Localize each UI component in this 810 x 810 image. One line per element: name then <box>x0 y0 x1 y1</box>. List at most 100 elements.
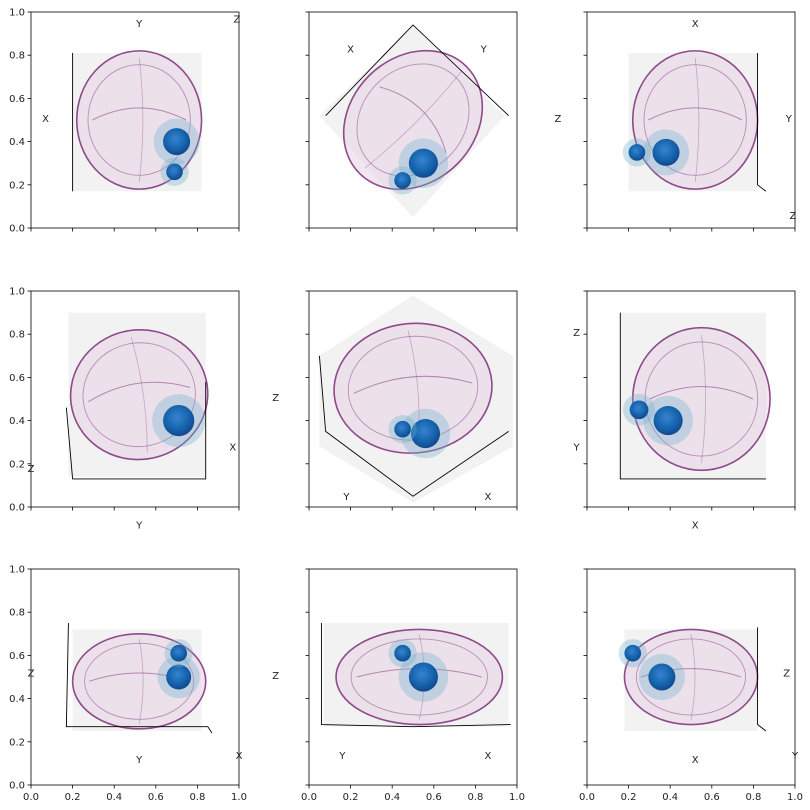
axis-label-x: X <box>229 443 236 454</box>
axis-label-y: Y <box>480 45 488 56</box>
x-tick-label: 0.0 <box>23 792 39 803</box>
x-tick-label: 0.8 <box>189 792 205 803</box>
axis-label-z: Z <box>573 328 580 339</box>
subplot-8: Z Y X 0.0 0.2 0.4 0.6 0.8 1.0 <box>272 568 525 803</box>
tumor-core <box>163 128 191 156</box>
subplot-4: Z X Y 0.0 0.2 0.4 0.6 0.8 1.0 <box>9 287 240 531</box>
x-tick-label: 1.0 <box>509 792 525 803</box>
axis-label-z: Z <box>789 211 796 222</box>
ticks <box>305 11 518 232</box>
tumor-core <box>628 144 646 161</box>
x-tick-label: 0.0 <box>579 792 595 803</box>
x-tick-label: 0.4 <box>662 792 678 803</box>
cube-edge <box>325 24 509 117</box>
x-tick-label: 0.8 <box>745 792 761 803</box>
subplot-6: Z Y X <box>573 290 796 531</box>
subplot-5: Z Y X <box>272 290 518 511</box>
x-tick-label: 0.6 <box>148 792 164 803</box>
brain-fissure <box>649 386 754 400</box>
axis-label-x: X <box>347 45 354 56</box>
y-tick-label: 0.8 <box>9 51 25 62</box>
axis-label-x: X <box>484 751 491 762</box>
axis-label-x: X <box>692 755 699 766</box>
brain-midline <box>138 57 144 183</box>
tumor-core <box>408 662 438 692</box>
brain-fissure <box>92 107 187 121</box>
tumor-core <box>170 644 187 662</box>
y-tick-label: 1.0 <box>9 8 25 19</box>
axis-label-z: Z <box>783 669 790 680</box>
axis-label-z: Z <box>554 114 561 125</box>
brain-fissure <box>379 86 447 154</box>
cube-edge <box>619 312 766 480</box>
y-tick-label: 0.0 <box>9 781 25 792</box>
y-tick-label: 1.0 <box>9 565 25 576</box>
tumor-core <box>394 172 411 189</box>
y-tick-label: 0.2 <box>9 180 25 191</box>
y-tick-label: 0.4 <box>9 137 25 148</box>
y-tick-label: 1.0 <box>9 287 25 298</box>
brain-inner-contour <box>87 64 191 176</box>
brain-midline <box>701 334 706 464</box>
brain-inner-contour <box>356 63 470 177</box>
tumor-core <box>652 138 680 166</box>
ticks: 0.0 0.2 0.4 0.6 0.8 1.0 <box>579 568 803 803</box>
brain-inner-contour <box>643 64 747 176</box>
tumor-core <box>166 664 192 690</box>
y-tick-label: 0.0 <box>9 224 25 235</box>
brain-fissure <box>353 375 473 394</box>
subplot-3: X Z Y Z <box>554 11 796 232</box>
ticks: 0.0 0.2 0.4 0.6 0.8 1.0 <box>9 8 240 235</box>
brain-inner-contour <box>644 341 759 457</box>
ticks: 0.0 0.2 0.4 0.6 0.8 1.0 <box>9 287 240 514</box>
brain-inner-contour <box>82 342 196 448</box>
tumor-core <box>624 644 642 662</box>
brain-inner-contour <box>84 642 195 720</box>
brain-midline <box>130 336 148 453</box>
x-tick-label: 0.4 <box>106 792 122 803</box>
y-tick-label: 0.6 <box>9 373 25 384</box>
cube-edge <box>318 355 509 497</box>
y-tick-label: 0.6 <box>9 651 25 662</box>
tumor-core <box>394 644 411 662</box>
brain-outline <box>333 322 493 454</box>
cube-edge <box>757 627 767 732</box>
axis-label-x: X <box>236 751 243 762</box>
axis-label-z: Z <box>28 464 35 475</box>
y-tick-label: 0.2 <box>9 459 25 470</box>
tumor-core <box>653 406 683 436</box>
axis-label-y: Y <box>135 520 143 531</box>
brain-midline <box>138 638 144 725</box>
x-tick-label: 0.0 <box>301 792 317 803</box>
brain-inner-contour <box>635 638 747 716</box>
tumor-core <box>410 419 441 449</box>
brain-volume <box>333 322 493 454</box>
axis-label-z: Z <box>233 14 240 25</box>
x-tick-label: 0.2 <box>65 792 81 803</box>
ticks <box>305 290 518 511</box>
y-tick-label: 0.8 <box>9 608 25 619</box>
tumor-core <box>629 400 649 420</box>
brain-midline <box>694 57 700 183</box>
ticks: 0.0 0.2 0.4 0.6 0.8 1.0 <box>301 568 525 803</box>
axis-label-x: X <box>692 520 699 531</box>
cube-edge <box>757 53 767 192</box>
brain-inner-contour <box>350 638 488 716</box>
x-tick-label: 1.0 <box>787 792 803 803</box>
tumor-core <box>648 663 676 691</box>
x-tick-label: 0.6 <box>704 792 720 803</box>
brain-fissure <box>87 381 191 403</box>
axis-label-x: X <box>484 492 491 503</box>
brain-midline <box>690 634 696 720</box>
ticks <box>583 11 796 232</box>
x-tick-label: 1.0 <box>231 792 247 803</box>
x-tick-label: 0.6 <box>426 792 442 803</box>
y-tick-label: 0.4 <box>9 694 25 705</box>
axis-label-z: Z <box>272 671 279 682</box>
y-tick-label: 0.6 <box>9 94 25 105</box>
subplot-9: Z X Y 0.0 0.2 0.4 0.6 0.8 1.0 <box>579 568 803 803</box>
cube-edge <box>321 623 511 728</box>
brain-midline <box>364 71 462 169</box>
ticks <box>583 290 796 511</box>
